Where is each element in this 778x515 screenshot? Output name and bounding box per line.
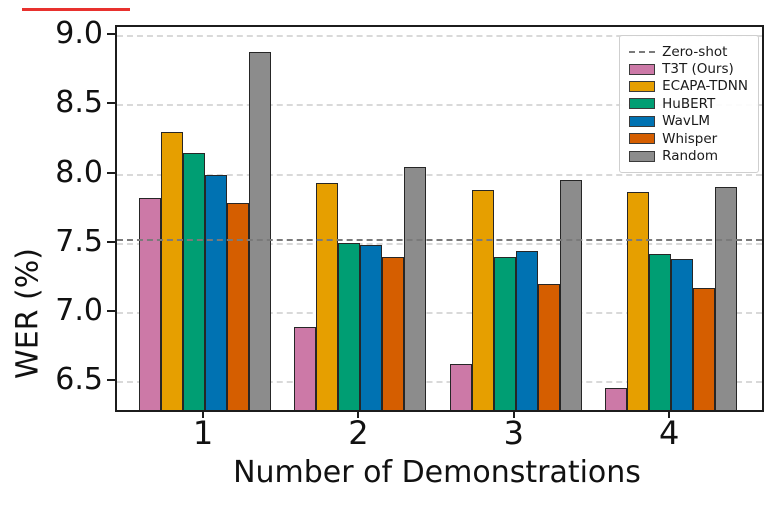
legend-label: Zero-shot [662, 43, 728, 60]
bar-t3t-ours-4 [605, 387, 628, 410]
legend-color-swatch [629, 115, 656, 127]
legend-item-whisper: Whisper [629, 130, 748, 147]
bar-ecapa-tdnn-1 [161, 132, 183, 410]
legend-color-swatch [629, 80, 656, 92]
legend-label: Whisper [662, 130, 718, 147]
legend-label: Random [662, 148, 719, 165]
plot-area: Zero-shot T3T (Ours) ECAPA-TDNN HuBERT WavLM… [115, 25, 764, 412]
gridline-7.5 [117, 242, 762, 245]
bar-wavlm-3 [515, 251, 538, 410]
x-tick-label-3: 3 [503, 414, 524, 452]
red-marker-line [22, 8, 130, 11]
legend-dashed-line-icon [629, 50, 656, 53]
y-tick-label-7.0: 7.0 [55, 292, 103, 328]
zero-shot-line [117, 238, 762, 241]
legend-label: T3T (Ours) [662, 61, 734, 78]
y-tick-mark [107, 378, 115, 381]
legend-item-zero-shot: Zero-shot [629, 43, 748, 60]
bar-whisper-3 [537, 284, 560, 410]
gridline-8.0 [117, 173, 762, 176]
bar-group-3 [449, 27, 582, 410]
x-tick-label-1: 1 [192, 414, 214, 452]
bar-wavlm-1 [205, 174, 227, 410]
legend-item-ecapa-tdnn: ECAPA-TDNN [629, 78, 748, 95]
y-tick-label-8.5: 8.5 [55, 85, 103, 121]
bar-random-1 [249, 51, 271, 410]
x-tick-mark [668, 410, 671, 418]
legend-color-swatch [629, 63, 656, 75]
bar-t3t-ours-2 [294, 327, 317, 410]
bar-t3t-ours-1 [139, 198, 161, 410]
bar-ecapa-tdnn-3 [471, 190, 494, 410]
bar-random-4 [715, 187, 738, 410]
bar-group-1 [139, 27, 271, 410]
x-tick-label-4: 4 [659, 414, 680, 452]
bar-whisper-4 [693, 288, 716, 410]
gridline-8.5 [117, 104, 762, 107]
y-tick-mark [107, 171, 115, 174]
bar-hubert-4 [649, 253, 672, 410]
legend-item-hubert: HuBERT [629, 95, 748, 112]
legend-color-swatch [629, 98, 656, 110]
gridline-6.5 [117, 380, 762, 383]
x-tick-mark [202, 410, 204, 418]
x-axis-label: Number of Demonstrations [233, 455, 641, 490]
bar-ecapa-tdnn-2 [316, 183, 339, 410]
y-tick-label-9.0: 9.0 [55, 16, 103, 52]
bar-hubert-2 [338, 242, 361, 410]
bar-wavlm-2 [360, 245, 383, 410]
bar-group-4 [605, 27, 738, 410]
bar-group-2 [294, 27, 427, 410]
legend-label: WavLM [662, 113, 711, 130]
legend-item-t3t-ours: T3T (Ours) [629, 60, 748, 77]
legend-label: HuBERT [662, 95, 716, 112]
y-tick-mark [107, 102, 115, 105]
x-tick-mark [512, 410, 515, 418]
x-tick-label-2: 2 [348, 414, 369, 452]
legend-color-swatch [629, 150, 656, 162]
legend-label: ECAPA-TDNN [662, 78, 748, 95]
bar-t3t-ours-3 [449, 364, 472, 410]
bar-hubert-1 [183, 152, 205, 410]
y-tick-label-6.5: 6.5 [55, 361, 103, 397]
bar-random-2 [404, 166, 427, 410]
gridline-7.0 [117, 311, 762, 314]
bar-whisper-2 [382, 256, 405, 410]
bar-whisper-1 [227, 202, 249, 410]
y-tick-mark [107, 240, 115, 243]
bar-hubert-3 [493, 256, 516, 410]
y-tick-label-7.5: 7.5 [55, 223, 103, 259]
legend: Zero-shot T3T (Ours) ECAPA-TDNN HuBERT WavLM… [619, 35, 759, 173]
legend-color-swatch [629, 133, 656, 145]
y-tick-mark [107, 33, 115, 36]
gridline-9.0 [117, 35, 762, 38]
legend-item-random: Random [629, 147, 748, 164]
bar-wavlm-4 [671, 259, 694, 410]
y-tick-mark [107, 309, 115, 312]
bar-ecapa-tdnn-4 [627, 191, 650, 410]
legend-item-wavlm: WavLM [629, 113, 748, 130]
y-tick-label-8.0: 8.0 [55, 154, 103, 190]
bar-random-3 [559, 180, 582, 410]
x-tick-mark [357, 410, 360, 418]
